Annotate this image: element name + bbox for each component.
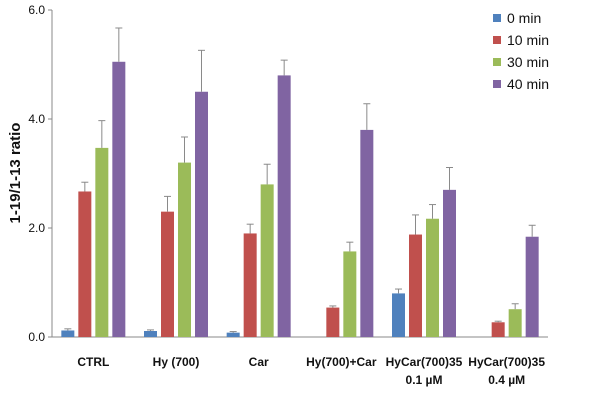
bar-10-min-4: [326, 307, 340, 337]
y-tick-label: 6.0: [28, 3, 45, 17]
category-label: HyCar(700)35: [468, 355, 545, 369]
y-tick-label: 4.0: [28, 112, 45, 126]
chart-axes: 0.0 2.0 4.0 6.0: [28, 3, 548, 344]
bar-0-min-2: [144, 331, 157, 337]
chart-error-bars: [64, 27, 536, 333]
bar-30-min-2: [178, 162, 191, 337]
category-labels: CTRL Hy (700) Car Hy(700)+Car HyCar(700)35 0.…: [77, 355, 545, 387]
category-label: Hy(700)+Car: [306, 355, 377, 369]
category-label: CTRL: [77, 355, 109, 369]
bar-40-min-2: [195, 91, 208, 337]
bar-0-min-5: [392, 293, 405, 337]
bar-30-min-5: [426, 218, 439, 337]
bar-0-min-1: [61, 330, 75, 337]
chart-bars: [61, 61, 539, 338]
bar-0-min-3: [226, 332, 240, 337]
legend-swatch: [493, 58, 501, 66]
bar-40-min-5: [443, 189, 456, 337]
bar-40-min-4: [360, 129, 374, 337]
legend-label: 30 min: [507, 54, 549, 70]
bar-40-min-3: [277, 75, 291, 338]
bar-10-min-6: [491, 322, 505, 337]
bar-40-min-1: [112, 61, 126, 338]
bar-30-min-6: [508, 309, 522, 337]
category-label: Car: [249, 355, 269, 369]
legend-swatch: [493, 36, 501, 44]
legend-label: 10 min: [507, 32, 549, 48]
bar-30-min-4: [343, 251, 357, 337]
y-tick-label: 0.0: [28, 330, 45, 344]
category-label: Hy (700): [153, 355, 200, 369]
bar-10-min-1: [78, 191, 92, 337]
legend-label: 0 min: [507, 10, 541, 26]
chart-legend: 0 min 10 min 30 min 40 min: [493, 10, 549, 92]
category-label: 0.4 µM: [488, 373, 525, 387]
bar-10-min-2: [161, 211, 174, 337]
category-label: 0.1 µM: [406, 373, 443, 387]
bar-30-min-1: [95, 147, 109, 337]
category-label: HyCar(700)35: [386, 355, 463, 369]
y-tick-label: 2.0: [28, 221, 45, 235]
legend-swatch: [493, 80, 501, 88]
bar-30-min-3: [260, 184, 274, 337]
y-axis-label: 1-19/1-13 ratio: [7, 123, 24, 224]
legend-swatch: [493, 14, 501, 22]
bar-40-min-6: [525, 236, 539, 337]
legend-label: 40 min: [507, 76, 549, 92]
bar-10-min-3: [243, 233, 257, 337]
bar-10-min-5: [409, 234, 422, 337]
